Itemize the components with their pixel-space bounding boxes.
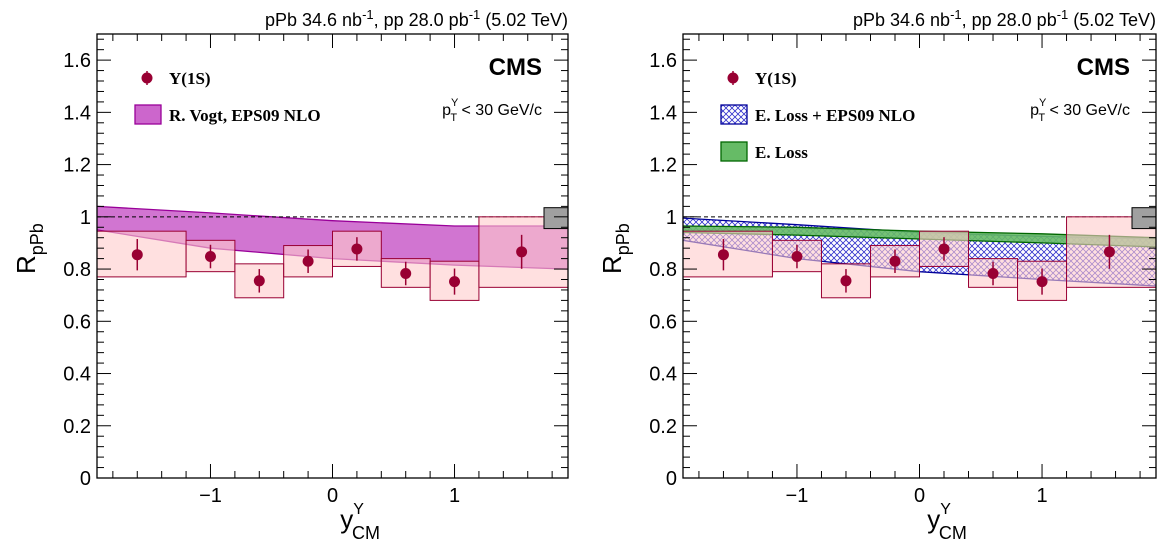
- luminosity-label: pPb 34.6 nb-1, pp 28.0 pb-1 (5.02 TeV): [265, 7, 568, 30]
- data-point: [717, 249, 729, 261]
- lumi-energy: (5.02 TeV): [1068, 10, 1156, 30]
- x-axis-sup: Υ: [353, 501, 364, 518]
- data-point: [204, 251, 216, 263]
- lumi-sup: -1: [362, 7, 374, 22]
- legend-swatch: [720, 141, 748, 162]
- lumi-sup: -1: [469, 7, 481, 22]
- legend-label: Υ(1S): [169, 69, 211, 88]
- y-tick-label: 1.2: [63, 155, 91, 177]
- x-axis-title: yΥ CM: [927, 501, 967, 543]
- data-point: [1036, 276, 1048, 288]
- y-tick-label: 1.2: [649, 155, 677, 177]
- plot-area: [97, 205, 568, 301]
- cut-rest: < 30 GeV/c: [457, 102, 542, 119]
- data-point: [302, 255, 314, 267]
- legend-entry-1: R. Vogt, EPS09 NLO: [134, 104, 321, 125]
- cut-sup: Υ: [451, 97, 459, 109]
- x-tick-label: −1: [786, 485, 809, 507]
- y-tick-label: 0.2: [649, 416, 677, 438]
- y-tick-label: 1.6: [649, 50, 677, 72]
- x-axis-main: y: [927, 504, 940, 534]
- lumi-pp: , pp 28.0 pb: [962, 10, 1057, 30]
- legend-label: R. Vogt, EPS09 NLO: [169, 106, 321, 125]
- x-axis-title: yΥ CM: [340, 501, 380, 543]
- global-uncertainty-box: [1131, 207, 1157, 230]
- lumi-sup: -1: [1057, 7, 1069, 22]
- y-axis-title: RpPb: [11, 223, 47, 274]
- legend-entry-2: E. Loss: [720, 141, 808, 162]
- y-tick-label: 0.4: [63, 364, 91, 386]
- y-axis-sub: pPb: [27, 223, 47, 255]
- lumi-pp: , pp 28.0 pb: [374, 10, 469, 30]
- cut-sup: Υ: [1039, 97, 1047, 109]
- legend-entry-0: Υ(1S): [727, 69, 797, 88]
- plot-area: [683, 216, 1156, 301]
- y-axis-main: R: [597, 255, 627, 274]
- data-point: [889, 255, 901, 267]
- data-point: [400, 267, 412, 279]
- y-tick-label: 1: [80, 207, 91, 229]
- x-axis-sup: Υ: [940, 501, 951, 518]
- legend-label: E. Loss: [755, 143, 808, 162]
- x-tick-label: 0: [914, 485, 925, 507]
- global-uncertainty-box: [543, 207, 569, 230]
- lumi-pPb: pPb 34.6 nb: [853, 10, 950, 30]
- x-axis-sub: CM: [939, 523, 967, 543]
- x-tick-label: 1: [449, 485, 460, 507]
- x-axis-sub: CM: [352, 523, 380, 543]
- y-tick-label: 0.6: [63, 311, 91, 333]
- cut-sub: T: [450, 112, 457, 124]
- experiment-label: CMS: [489, 54, 542, 81]
- pt-cut-label: pΥ T < 30 GeV/c: [1030, 97, 1130, 124]
- y-tick-label: 1: [666, 207, 677, 229]
- y-axis-main: R: [11, 255, 41, 274]
- x-axis-main: y: [340, 504, 353, 534]
- pt-cut-label: pΥ T < 30 GeV/c: [442, 97, 542, 124]
- luminosity-label: pPb 34.6 nb-1, pp 28.0 pb-1 (5.02 TeV): [853, 7, 1156, 30]
- experiment-label: CMS: [1077, 54, 1130, 81]
- lumi-energy: (5.02 TeV): [480, 10, 568, 30]
- x-tick-label: 0: [327, 485, 338, 507]
- data-point: [840, 275, 852, 287]
- y-tick-label: 1.4: [649, 102, 677, 124]
- y-tick-label: 0.8: [649, 259, 677, 281]
- y-tick-label: 0.8: [63, 259, 91, 281]
- data-point: [253, 275, 265, 287]
- x-tick-label: −1: [199, 485, 222, 507]
- y-tick-label: 0.2: [63, 416, 91, 438]
- data-point: [131, 249, 143, 261]
- legend-entry-1: E. Loss + EPS09 NLO: [720, 104, 915, 125]
- legend-label: Υ(1S): [755, 69, 797, 88]
- data-point: [791, 251, 803, 263]
- y-axis-title: RpPb: [597, 223, 633, 274]
- data-point: [987, 267, 999, 279]
- y-axis-sub: pPb: [613, 223, 633, 255]
- cut-p: p: [442, 102, 451, 119]
- lumi-sup: -1: [950, 7, 962, 22]
- cut-rest: < 30 GeV/c: [1045, 102, 1130, 119]
- cut-sub: T: [1038, 112, 1045, 124]
- legend-label: E. Loss + EPS09 NLO: [755, 106, 915, 125]
- legend-swatch: [134, 104, 162, 125]
- y-tick-label: 0: [80, 468, 91, 490]
- cut-p: p: [1030, 102, 1039, 119]
- data-point: [351, 243, 363, 255]
- systematic-box: [332, 230, 382, 267]
- y-tick-label: 0: [666, 468, 677, 490]
- y-tick-label: 1.6: [63, 50, 91, 72]
- lumi-pPb: pPb 34.6 nb: [265, 10, 362, 30]
- y-tick-label: 0.4: [649, 364, 677, 386]
- legend-swatch: [720, 104, 748, 125]
- data-point: [1103, 246, 1115, 258]
- data-point: [938, 243, 950, 255]
- legend-entry-0: Υ(1S): [141, 69, 211, 88]
- data-point: [449, 276, 461, 288]
- y-tick-label: 1.4: [63, 102, 91, 124]
- x-tick-label: 1: [1036, 485, 1047, 507]
- data-point: [516, 246, 528, 258]
- y-tick-label: 0.6: [649, 311, 677, 333]
